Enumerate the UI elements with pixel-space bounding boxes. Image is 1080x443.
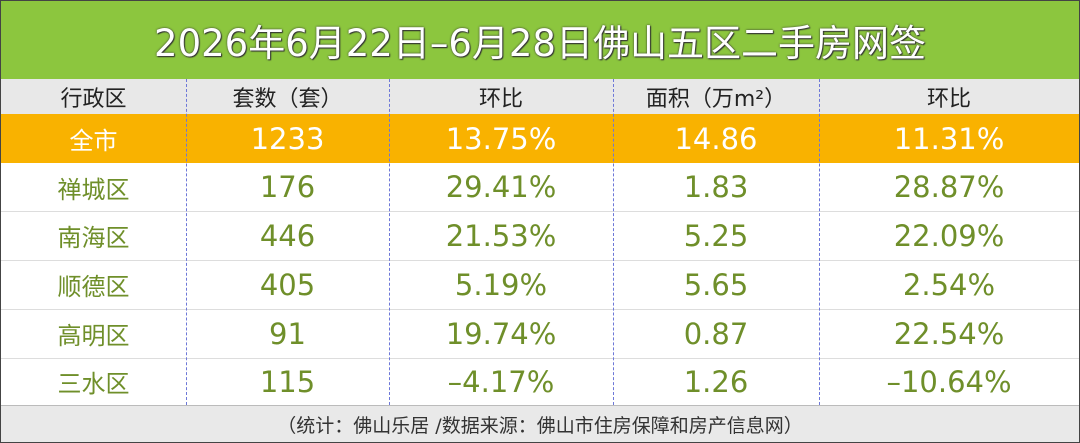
total-row [1, 114, 1079, 163]
table-cell: 21.53% [445, 218, 557, 253]
table-cell: 14.86 [674, 121, 758, 156]
table-cell: 三水区 [57, 370, 130, 398]
table-cell: 全市 [69, 127, 118, 155]
title: 2026年6月22日–6月28日佛山五区二手房网签 [1, 1, 1079, 79]
header-cell: 面积（万m²） [645, 86, 787, 112]
header-cell: 环比 [478, 86, 523, 112]
table-cell: 22.09% [893, 218, 1005, 253]
table-cell: 顺德区 [57, 273, 130, 301]
column-divider [186, 79, 187, 405]
table-cell: 29.41% [445, 170, 557, 204]
table-cell: 1.26 [683, 364, 749, 399]
table-cell: 南海区 [57, 224, 130, 252]
table-cell: –4.17% [447, 364, 555, 399]
data-row [1, 260, 1079, 309]
table-cell: 1233 [250, 121, 325, 156]
table-cell: 5.19% [454, 267, 548, 302]
table-cell: 22.54% [893, 316, 1005, 351]
table-cell: 禅城区 [57, 175, 130, 204]
table-cell: 176 [259, 170, 316, 204]
column-divider [819, 79, 820, 405]
table-cell: 13.75% [445, 121, 557, 156]
table-cell: 1.83 [683, 170, 749, 204]
data-row [1, 358, 1079, 405]
table-cell: 28.87% [893, 170, 1005, 204]
column-divider [613, 79, 614, 405]
data-row [1, 211, 1079, 260]
data-row [1, 309, 1079, 358]
table-cell: 5.25 [683, 218, 749, 253]
column-divider [389, 79, 390, 405]
table-cell: 19.74% [445, 316, 557, 351]
table-cell: 11.31% [893, 121, 1005, 156]
table-cell: 115 [259, 364, 316, 399]
table-cell: –10.64% [886, 364, 1012, 399]
data-row [1, 163, 1079, 211]
table-cell: 高明区 [57, 322, 130, 350]
table-cell: 5.65 [683, 267, 749, 302]
header-cell: 套数（套） [232, 86, 343, 112]
footer: （统计：佛山乐居 /数据来源：佛山市住房保障和房产信息网） [1, 405, 1079, 442]
table-cell: 446 [259, 218, 316, 253]
table-cell: 2.54% [902, 267, 996, 302]
table-cell: 405 [259, 267, 316, 302]
table-cell: 0.87 [683, 316, 749, 351]
header-cell: 行政区 [60, 86, 127, 112]
table-cell: 91 [269, 316, 306, 351]
header-row [1, 79, 1079, 114]
header-cell: 环比 [926, 86, 971, 112]
